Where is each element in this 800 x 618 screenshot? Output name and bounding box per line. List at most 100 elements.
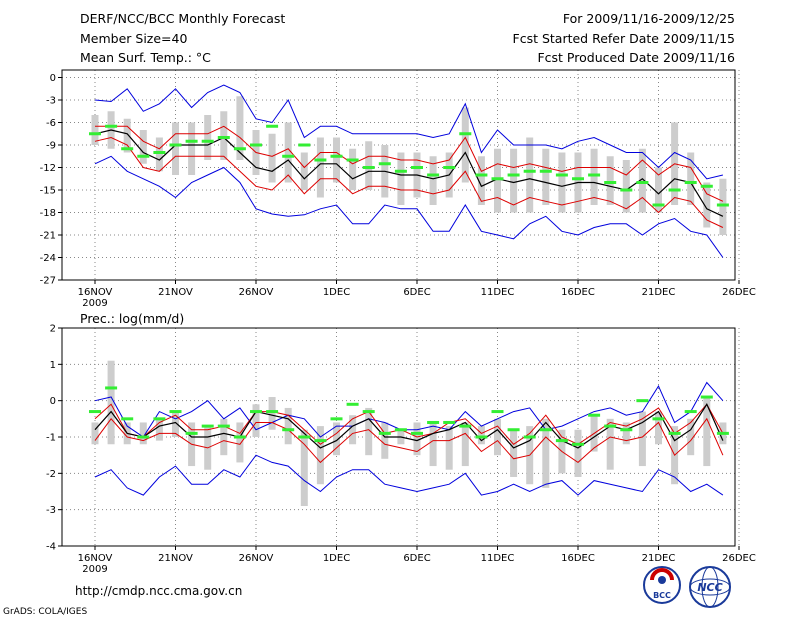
year-label: 2009 xyxy=(82,564,107,575)
y-tick-label: 0 xyxy=(50,73,56,84)
x-tick-label: 1DEC xyxy=(323,553,350,564)
ensemble-mark xyxy=(652,417,665,421)
range-bar xyxy=(220,111,228,160)
x-tick-label: 6DEC xyxy=(403,553,430,564)
range-bar xyxy=(719,178,727,235)
x-tick-label: 26NOV xyxy=(239,553,274,564)
range-bar xyxy=(236,96,244,160)
range-bar xyxy=(687,418,695,456)
y-tick-label: -27 xyxy=(40,276,56,287)
range-bar xyxy=(558,152,566,213)
ensemble-mark xyxy=(394,169,407,173)
ensemble-mark xyxy=(427,420,440,424)
y-tick-label: -18 xyxy=(40,208,56,219)
temperature-panel: 0 -3 -6 -9 -12 -15 -18 -21 -24 -27 16NOV 21NOV 26NOV… xyxy=(40,69,756,309)
ensemble-mark xyxy=(185,139,198,143)
ensemble-mark xyxy=(105,386,118,390)
plot-frame xyxy=(61,69,736,281)
series-line-max xyxy=(94,381,724,438)
forecast-period: For 2009/11/16-2009/12/25 xyxy=(563,11,735,26)
y-tick-label: -15 xyxy=(40,186,56,197)
ensemble-mark xyxy=(491,177,504,181)
range-bar xyxy=(300,152,308,190)
ensemble-mark xyxy=(684,181,697,184)
ensemble-mark xyxy=(314,439,327,443)
range-bar xyxy=(172,411,179,437)
range-bar xyxy=(139,130,147,164)
ensemble-mark xyxy=(539,169,552,173)
x-tick-label: 16DEC xyxy=(561,553,595,564)
range-bar xyxy=(91,115,99,145)
x-tick-label: 11DEC xyxy=(481,553,515,564)
range-bar xyxy=(477,426,485,445)
y-tick-label: -12 xyxy=(40,163,56,174)
range-bar xyxy=(510,148,518,213)
range-bar xyxy=(155,137,163,172)
range-bar xyxy=(461,107,469,183)
ensemble-mark xyxy=(314,158,327,162)
ensemble-mark xyxy=(89,410,101,414)
range-bar xyxy=(139,422,147,445)
ensemble-mark xyxy=(250,410,262,414)
range-bar xyxy=(606,156,614,205)
range-bar xyxy=(333,137,340,183)
ensemble-mark xyxy=(137,154,150,158)
range-bar xyxy=(204,115,212,160)
x-tick-label: 21NOV xyxy=(158,553,193,564)
y-tick-label: -3 xyxy=(46,505,56,516)
ensemble-mark xyxy=(362,410,375,414)
ensemble-mark xyxy=(604,424,617,428)
ensemble-mark xyxy=(620,188,633,192)
variable-label: Mean Surf. Temp.: °C xyxy=(80,50,211,65)
range-bar xyxy=(268,397,276,430)
chart-title: DERF/NCC/BCC Monthly Forecast xyxy=(80,11,285,26)
ensemble-mark xyxy=(362,166,375,169)
range-bar xyxy=(349,148,357,190)
ensemble-mark xyxy=(491,410,504,414)
ensemble-mark xyxy=(266,410,279,414)
range-bar xyxy=(687,152,695,205)
ensemble-mark xyxy=(137,435,150,439)
range-bar xyxy=(655,411,662,445)
ensemble-mark xyxy=(233,435,246,439)
y-tick-label: -4 xyxy=(46,542,56,553)
ensemble-mark xyxy=(716,203,729,207)
ensemble-mark xyxy=(330,417,343,421)
ensemble-mark xyxy=(266,124,279,128)
range-bar xyxy=(236,422,244,463)
x-tick-label: 26DEC xyxy=(722,553,756,564)
ensemble-mark xyxy=(169,410,182,414)
range-bar xyxy=(477,156,485,205)
range-bar xyxy=(155,418,163,441)
ensemble-mark xyxy=(572,442,584,446)
ensemble-mark xyxy=(523,435,536,439)
ensemble-mark xyxy=(298,435,311,439)
produced-date: Fcst Produced Date 2009/11/16 xyxy=(537,50,735,65)
series-line-mean xyxy=(94,403,724,449)
ensemble-mark xyxy=(121,417,134,421)
ensemble-mark xyxy=(652,203,665,207)
range-bar xyxy=(365,407,373,456)
ensemble-mark xyxy=(636,181,649,184)
series-line-mean xyxy=(94,129,724,217)
ncc-logo: NCC xyxy=(689,566,731,608)
range-bar xyxy=(429,422,437,467)
ensemble-mark xyxy=(459,424,472,428)
ensemble-mark xyxy=(459,132,472,136)
ensemble-mark xyxy=(700,395,713,399)
x-tick-label: 16NOV xyxy=(78,553,113,564)
range-bar xyxy=(606,418,614,470)
ensemble-mark xyxy=(572,177,584,181)
ensemble-mark xyxy=(443,420,456,424)
footer-url: http://cmdp.ncc.cma.gov.cn xyxy=(75,584,242,598)
range-bar xyxy=(590,148,598,205)
range-bar xyxy=(494,418,501,456)
ensemble-mark xyxy=(330,154,343,158)
range-bar xyxy=(107,360,115,445)
ensemble-mark xyxy=(555,173,568,177)
ensemble-mark xyxy=(217,424,230,428)
range-bar xyxy=(220,418,228,456)
range-bar xyxy=(526,137,534,213)
range-bar xyxy=(542,148,550,205)
ensemble-mark xyxy=(217,136,230,139)
